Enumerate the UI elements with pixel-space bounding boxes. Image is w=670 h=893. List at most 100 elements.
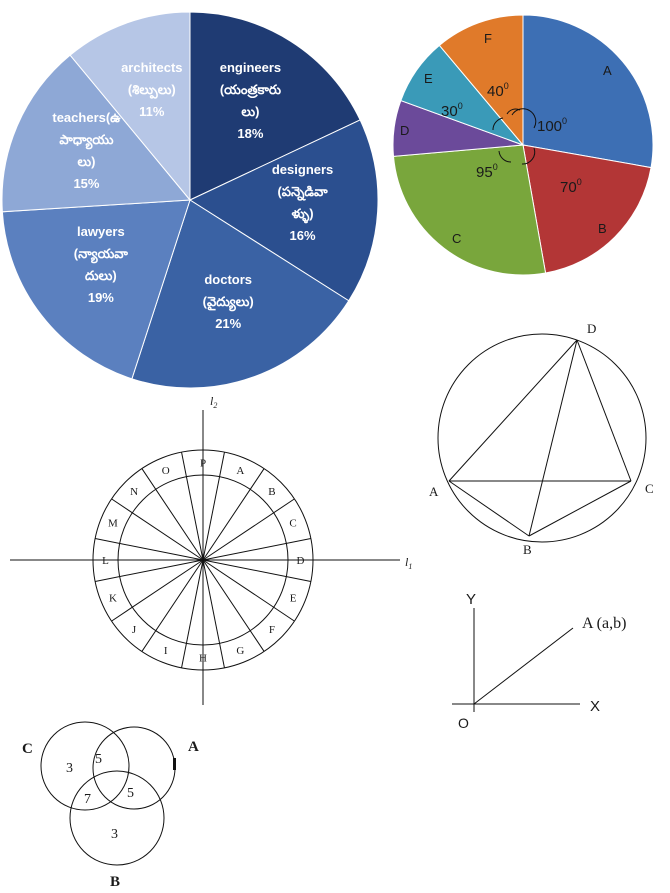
dial-letter-k: K	[109, 592, 117, 604]
dial-spoke-12	[95, 538, 204, 561]
segment-db	[528, 339, 578, 537]
angle-arc-95	[498, 150, 512, 163]
pie2-letter-f: F	[484, 31, 492, 46]
point-c-label: C	[645, 481, 654, 496]
profession-label-0-2: లు)	[241, 104, 259, 119]
profession-label-2-1: (వైద్యులు)	[203, 294, 254, 312]
profession-slice-2	[131, 199, 350, 389]
dial-spoke-6	[202, 559, 265, 652]
profession-label-0-0: engineers	[220, 60, 281, 75]
profession-label-1-0: designers	[272, 162, 333, 177]
profession-label-4-3: 15%	[73, 176, 99, 191]
coordinate-figure: Y X O A (a,b)	[452, 591, 626, 731]
profession-label-4-1: పాధ్యాయు	[59, 132, 114, 150]
origin-label: O	[458, 715, 469, 731]
venn-c-only: 3	[66, 761, 73, 776]
angle-slice-b	[522, 144, 652, 274]
pie2-letter-c: C	[452, 231, 461, 246]
dial-spokes	[95, 452, 311, 668]
venn-label-a: A	[188, 739, 199, 755]
profession-label-3-1: (న్యాయవా	[74, 246, 129, 264]
angle-arc-40	[506, 108, 521, 115]
profession-label-3-0: lawyers	[77, 224, 125, 239]
dial-letter-f: F	[269, 624, 275, 636]
angle-slice-f	[438, 14, 524, 147]
profession-slice-1	[188, 119, 379, 302]
venn-circle-a	[92, 726, 176, 810]
angle-pie-chart	[392, 14, 654, 276]
dial-letter-e: E	[290, 592, 297, 604]
profession-label-0-1: (యంత్రకారు	[220, 82, 282, 99]
dial-spoke-14	[141, 468, 204, 561]
pie2-letter-e: E	[424, 71, 433, 86]
profession-slice-4	[1, 54, 192, 213]
point-d-label: D	[587, 321, 596, 336]
dial-spoke-10	[111, 559, 204, 622]
segment-cb	[528, 480, 632, 537]
dial-spoke-2	[202, 498, 295, 561]
angle-label-70: 700	[560, 177, 582, 196]
dial-letter-c: C	[289, 518, 296, 530]
ray-oa	[473, 627, 574, 705]
profession-label-5-0: architects	[121, 60, 182, 75]
profession-pie-chart: engineers (యంత్రకారు లు) 18% designers (పన్నె…	[1, 11, 379, 389]
dial-letter-g: G	[236, 645, 244, 657]
angle-arc-70	[521, 147, 536, 165]
profession-label-0-3: 18%	[237, 126, 263, 141]
pie2-letter-a: A	[603, 63, 612, 78]
angle-slice-c	[392, 144, 547, 276]
venn-circle-c	[40, 721, 130, 811]
profession-label-2-2: 21%	[215, 316, 241, 331]
venn-c-and-a: 5	[95, 752, 102, 767]
venn-c-and-b: 7	[84, 792, 91, 807]
point-b-label: B	[523, 542, 532, 557]
dial-letter-m: M	[108, 518, 118, 530]
profession-slice-3	[1, 199, 191, 380]
profession-label-1-2: ళ్ళు)	[292, 206, 314, 224]
profession-label-1-1: (పన్నెడివా	[277, 184, 328, 201]
venn-mark	[173, 758, 176, 770]
profession-label-2-0: doctors	[204, 272, 252, 287]
dial-letter-p: P	[200, 458, 206, 470]
axis-l1-label: l1	[405, 555, 412, 571]
dial-spoke-5	[202, 559, 295, 622]
pie2-letter-b: B	[598, 221, 607, 236]
venn-a-and-b: 5	[127, 786, 134, 801]
y-axis-label: Y	[466, 591, 476, 608]
angle-label-40: 400	[487, 81, 509, 100]
pie2-letter-d: D	[400, 123, 409, 138]
profession-label-5-2: 11%	[139, 104, 165, 119]
dial-letters: A B C D E F G H I J K L M N O P	[102, 458, 304, 665]
dial-spoke-15	[181, 452, 204, 561]
angle-arc-30	[492, 117, 504, 131]
dial-spoke-9	[141, 559, 204, 652]
angle-arc-100	[511, 108, 537, 129]
point-a-label: A	[429, 484, 439, 499]
dial-spoke-3	[202, 538, 311, 561]
dial-spoke-4	[202, 559, 311, 582]
profession-label-4-2: లు)	[77, 154, 95, 169]
dial-letter-j: J	[132, 624, 137, 636]
dial-spoke-1	[202, 468, 265, 561]
dial-letter-d: D	[297, 555, 305, 567]
dial-spoke-8	[181, 559, 204, 668]
profession-label-4-0: teachers(ఉ	[52, 110, 121, 125]
dial-spoke-11	[95, 559, 204, 582]
dial-outer-circle	[92, 449, 314, 671]
dial-letter-a: A	[236, 465, 244, 477]
dial-spoke-7	[202, 559, 225, 668]
angle-slice-a	[522, 14, 654, 169]
axis-l2-label: l2	[210, 394, 217, 410]
dial-letter-o: O	[162, 465, 170, 477]
dial-letter-h: H	[199, 653, 207, 665]
angle-label-30: 300	[441, 101, 463, 120]
dial-letter-n: N	[130, 486, 138, 498]
dial-letter-l: L	[102, 555, 109, 567]
x-axis-label: X	[590, 698, 600, 715]
dial-spoke-13	[111, 498, 204, 561]
profession-slice-5	[69, 11, 191, 202]
venn-circle-b	[69, 770, 165, 866]
circle-triangle-figure: D A C B	[429, 321, 654, 557]
dial-inner-circle	[117, 474, 289, 646]
